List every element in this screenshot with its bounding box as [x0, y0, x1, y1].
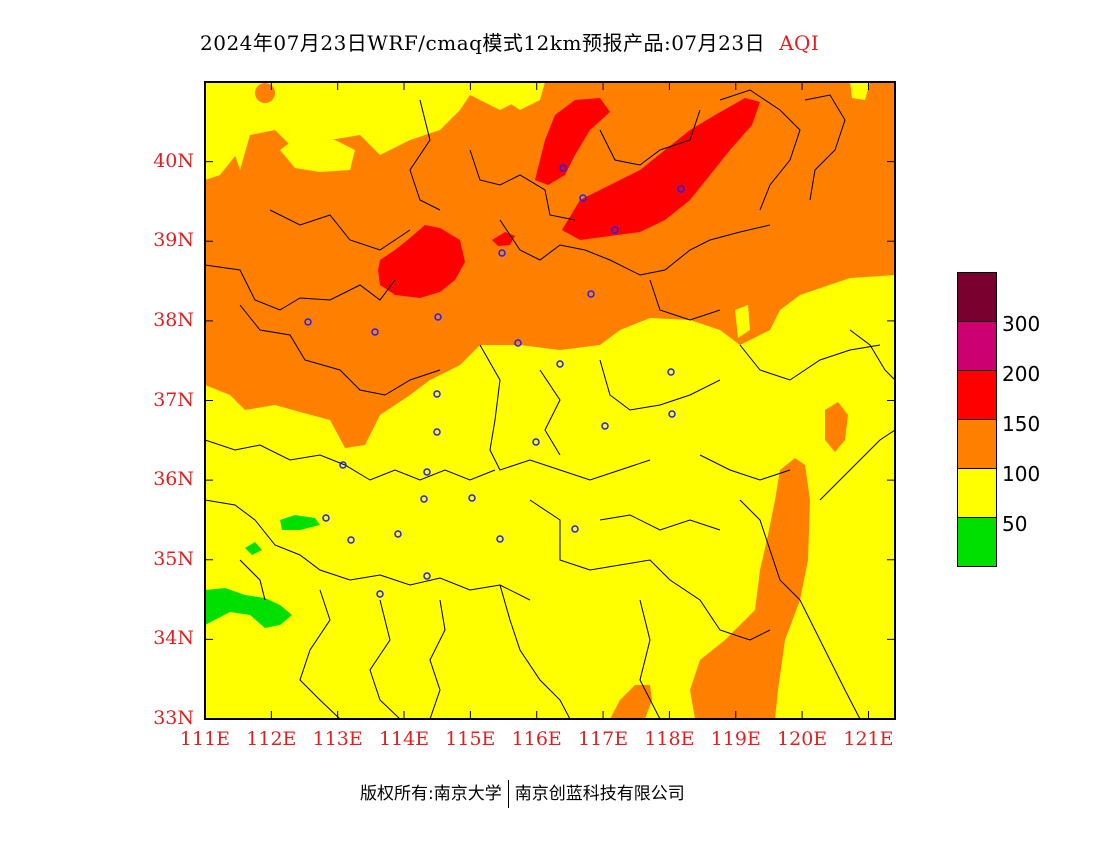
legend-swatch	[957, 321, 997, 371]
legend-label-50: 50	[1002, 512, 1028, 536]
lon-label-116E: 116E	[511, 728, 562, 750]
map-title: 2024年07月23日WRF/cmaq模式12km预报产品:07月23日 AQI	[200, 27, 819, 56]
city-marker	[376, 590, 384, 598]
lat-label-34N: 34N	[153, 627, 194, 650]
city-marker	[571, 525, 579, 533]
city-marker	[420, 495, 428, 503]
lon-label-121E: 121E	[843, 728, 894, 750]
lat-label-37N: 37N	[153, 388, 194, 411]
lon-label-120E: 120E	[777, 728, 828, 750]
legend-swatch	[957, 272, 997, 322]
lon-label-119E: 119E	[710, 728, 761, 750]
legend-swatch	[957, 468, 997, 518]
axis-ticks	[204, 82, 895, 720]
lon-label-115E: 115E	[445, 728, 496, 750]
unhealthy-patch-2	[492, 232, 515, 246]
city-marker	[532, 438, 540, 446]
lat-label-38N: 38N	[153, 308, 194, 331]
lat-label-35N: 35N	[153, 547, 194, 570]
city-marker	[579, 194, 587, 202]
city-marker	[339, 461, 347, 469]
legend-label-300: 300	[1002, 312, 1041, 336]
moderate-pocket-ne	[850, 82, 870, 100]
city-markers	[304, 164, 685, 598]
moderate-pocket-n2	[505, 82, 545, 110]
lat-label-39N: 39N	[153, 229, 194, 252]
city-marker	[556, 360, 564, 368]
good-patch-2	[280, 515, 320, 530]
legend-label-100: 100	[1002, 462, 1041, 486]
legend-label-200: 200	[1002, 362, 1041, 386]
unhealthy-patch-3	[535, 98, 610, 185]
sensitive-blob-east	[825, 402, 848, 452]
lat-label-40N: 40N	[153, 149, 194, 172]
city-marker	[423, 468, 431, 476]
legend-swatch	[957, 517, 997, 567]
lon-label-113E: 113E	[312, 728, 363, 750]
city-marker	[496, 535, 504, 543]
footer-copyright: 版权所有:南京大学 南京创蓝科技有限公司	[360, 779, 685, 808]
lon-label-114E: 114E	[378, 728, 430, 750]
footer-right: 南京创蓝科技有限公司	[514, 784, 685, 804]
city-marker	[394, 530, 402, 538]
city-marker	[601, 422, 609, 430]
unhealthy-patch-1	[378, 225, 465, 298]
city-marker	[371, 328, 379, 336]
lat-label-33N: 33N	[153, 707, 194, 729]
lat-label-36N: 36N	[153, 468, 194, 491]
good-patch-1	[205, 588, 292, 628]
sensitive-region-north	[205, 82, 895, 448]
legend-label-150: 150	[1002, 412, 1041, 436]
city-marker	[304, 318, 312, 326]
city-marker	[668, 410, 676, 418]
moderate-pocket-nw	[280, 135, 355, 172]
legend-swatch	[957, 370, 997, 420]
city-marker	[433, 390, 441, 398]
moderate-pocket-nw2	[205, 82, 250, 180]
footer-separator	[507, 780, 509, 808]
lon-label-111E: 111E	[179, 728, 231, 750]
city-marker	[434, 313, 442, 321]
city-marker	[423, 572, 431, 580]
lon-label-118E: 118E	[644, 728, 695, 750]
lon-label-112E: 112E	[246, 728, 297, 750]
good-patch-3	[245, 542, 262, 555]
moderate-pocket-n	[372, 82, 460, 135]
city-marker	[347, 536, 355, 544]
city-marker	[611, 226, 619, 234]
footer-left: 版权所有:南京大学	[360, 784, 502, 804]
sensitive-blob-top	[255, 83, 275, 103]
city-marker	[667, 368, 675, 376]
unhealthy-patch-4	[562, 98, 760, 240]
city-marker	[433, 428, 441, 436]
sensitive-blob-south	[610, 685, 652, 719]
boundary-lines	[205, 89, 895, 719]
legend-swatch	[957, 419, 997, 469]
sensitive-region-east-coast	[690, 458, 810, 719]
lon-label-117E: 117E	[577, 728, 629, 750]
city-marker	[498, 249, 506, 257]
city-marker	[587, 290, 595, 298]
city-marker	[559, 164, 567, 172]
city-marker	[514, 339, 522, 347]
city-marker	[322, 514, 330, 522]
title-text: 2024年07月23日WRF/cmaq模式12km预报产品:07月23日	[200, 31, 766, 55]
city-marker	[468, 494, 476, 502]
moderate-pocket-center	[735, 305, 750, 338]
product-label: AQI	[779, 31, 820, 55]
aqi-legend	[957, 272, 997, 567]
city-marker	[677, 185, 685, 193]
